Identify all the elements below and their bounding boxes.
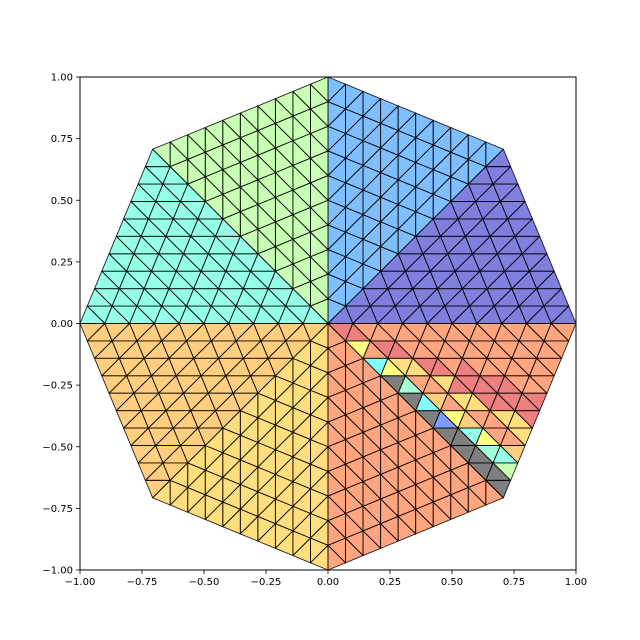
mesh-triangle bbox=[101, 253, 128, 272]
mesh-triangle bbox=[137, 462, 164, 481]
mesh-triangle bbox=[257, 98, 276, 124]
mesh-triangle bbox=[86, 340, 113, 359]
mesh-triangle bbox=[492, 462, 519, 481]
y-tick-label: −1.00 bbox=[42, 566, 73, 577]
mesh-triangle bbox=[86, 288, 113, 307]
mesh-triangle bbox=[550, 323, 577, 342]
mesh-triangle bbox=[130, 183, 157, 202]
mesh-triangle bbox=[292, 537, 311, 564]
x-tick-label: −1.00 bbox=[65, 577, 96, 588]
mesh-triangle bbox=[450, 127, 469, 153]
mesh-triangle bbox=[467, 134, 487, 160]
mesh-triangle bbox=[415, 112, 434, 139]
mesh-triangle bbox=[169, 487, 189, 513]
y-tick-label: −0.75 bbox=[42, 504, 73, 515]
y-tick-label: 1.00 bbox=[51, 73, 73, 84]
mesh-triangle bbox=[536, 357, 562, 377]
mesh-triangle bbox=[187, 127, 206, 153]
y-tick-label: −0.50 bbox=[42, 442, 73, 453]
x-tick-label: −0.50 bbox=[189, 577, 220, 588]
mesh-triangle bbox=[79, 323, 106, 342]
mesh-triangle bbox=[94, 270, 120, 290]
mesh-triangle bbox=[274, 90, 294, 117]
y-tick-label: 0.50 bbox=[51, 196, 73, 207]
mesh-triangle bbox=[380, 523, 399, 549]
x-tick-label: 0.75 bbox=[503, 577, 525, 588]
mesh-triangle bbox=[239, 516, 259, 542]
mesh-triangle bbox=[362, 530, 382, 557]
mesh-triangle bbox=[345, 83, 364, 110]
mesh-triangle bbox=[108, 235, 135, 255]
x-tick-label: 0.00 bbox=[317, 577, 339, 588]
mesh-triangle bbox=[415, 508, 434, 535]
mesh-triangle bbox=[292, 83, 311, 110]
mesh-triangle bbox=[507, 201, 533, 220]
mesh-triangle bbox=[222, 508, 241, 535]
x-tick-label: −0.75 bbox=[127, 577, 158, 588]
mesh-triangle bbox=[257, 523, 276, 549]
mesh-triangle bbox=[115, 410, 142, 429]
mesh-triangle bbox=[169, 134, 189, 160]
mesh-triangle bbox=[239, 105, 259, 131]
mesh-triangle bbox=[521, 392, 548, 412]
mesh-triangle bbox=[115, 218, 142, 237]
mesh-triangle bbox=[123, 427, 149, 446]
mesh-triangle bbox=[521, 235, 548, 255]
x-tick-label: 1.00 bbox=[565, 577, 587, 588]
y-tick-label: −0.25 bbox=[42, 381, 73, 392]
mesh-triangle bbox=[108, 392, 135, 412]
mesh-triangle bbox=[528, 253, 555, 272]
mesh-triangle bbox=[432, 119, 452, 146]
mesh-triangle bbox=[222, 112, 241, 139]
mesh-layer bbox=[79, 76, 577, 571]
mesh-triangle bbox=[397, 105, 417, 131]
mesh-triangle bbox=[144, 148, 171, 168]
mesh-triangle bbox=[528, 375, 555, 394]
mesh-triangle bbox=[362, 90, 382, 117]
mesh-triangle bbox=[123, 201, 149, 220]
mesh-triangle bbox=[507, 427, 533, 446]
mesh-triangle bbox=[187, 494, 206, 520]
mesh-triangle bbox=[310, 76, 329, 103]
mesh-triangle bbox=[380, 98, 399, 124]
mesh-triangle bbox=[467, 487, 487, 513]
y-tick-label: 0.00 bbox=[51, 319, 73, 330]
mesh-triangle bbox=[101, 375, 128, 394]
mesh-triangle bbox=[432, 501, 452, 528]
x-axis: −1.00 −0.75 −0.50 −0.25 0.00 0.25 0.50 0.75 1.00 bbox=[65, 570, 587, 588]
x-tick-label: 0.25 bbox=[379, 577, 401, 588]
mesh-triangle bbox=[152, 479, 171, 506]
x-tick-label: −0.25 bbox=[251, 577, 282, 588]
mesh-triangle bbox=[274, 530, 294, 557]
mesh-triangle bbox=[94, 357, 120, 377]
mesh-triangle bbox=[499, 445, 526, 464]
mesh-triangle bbox=[485, 479, 512, 499]
mesh-triangle bbox=[543, 340, 570, 359]
y-axis: −1.00 −0.75 −0.50 −0.25 0.00 0.25 0.50 0.75 1.00 bbox=[42, 73, 80, 577]
mesh-triangle bbox=[492, 166, 519, 185]
mesh-triangle bbox=[499, 183, 526, 202]
mesh-triangle bbox=[204, 501, 224, 528]
x-tick-label: 0.50 bbox=[441, 577, 463, 588]
mesh-triangle bbox=[543, 288, 570, 307]
mesh-triangle bbox=[450, 494, 469, 520]
y-tick-label: 0.75 bbox=[51, 134, 73, 145]
y-tick-label: 0.25 bbox=[51, 257, 73, 268]
mesh-triangle bbox=[397, 516, 417, 542]
mesh-triangle bbox=[204, 119, 224, 146]
mesh-triangle bbox=[514, 410, 541, 429]
mesh-triangle bbox=[137, 166, 164, 185]
mesh-triangle bbox=[345, 537, 364, 564]
mesh-triangle bbox=[514, 218, 541, 237]
mesh-triangle bbox=[327, 544, 346, 571]
mesh-triangle bbox=[536, 270, 562, 290]
mesh-triangle bbox=[130, 445, 157, 464]
mesh-triangle bbox=[485, 141, 504, 168]
